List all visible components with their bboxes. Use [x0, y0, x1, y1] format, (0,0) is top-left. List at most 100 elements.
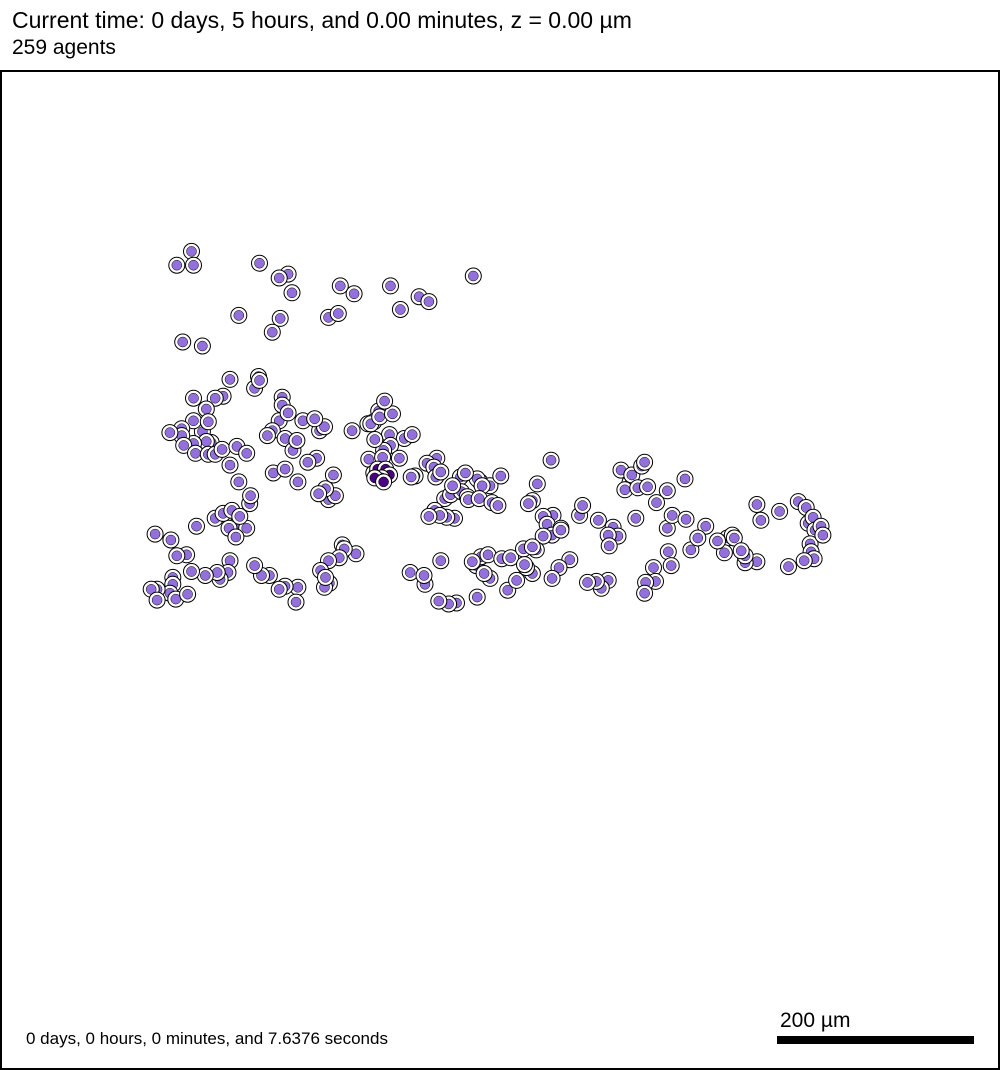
cell-nucleus [603, 540, 615, 552]
cell-nucleus [577, 500, 588, 511]
cell-agent [221, 456, 239, 474]
cell-nucleus [245, 490, 256, 501]
cell-agent [251, 371, 268, 389]
cell-nucleus [203, 416, 214, 428]
cell-agent [516, 556, 533, 574]
cell-nucleus [171, 259, 183, 271]
cell-nucleus [719, 547, 730, 559]
cell-agent [287, 593, 305, 611]
cell-agent [771, 502, 789, 520]
cell-agent [403, 426, 421, 444]
cell-nucleus [729, 532, 740, 544]
cell-agent [230, 473, 248, 491]
cell-nucleus [233, 310, 245, 321]
cell-nucleus [523, 498, 534, 509]
cell-nucleus [273, 272, 285, 284]
cell-agent [263, 323, 281, 341]
cell-nucleus [282, 407, 294, 419]
cell-nucleus [323, 555, 334, 566]
cell-nucleus [333, 308, 344, 319]
cell-agent [329, 305, 347, 322]
cell-nucleus [313, 488, 324, 499]
cell-nucleus [290, 596, 302, 608]
cell-agent [732, 542, 750, 560]
cell-agent [283, 284, 301, 302]
cell-nucleus [666, 510, 678, 521]
cell-agent [444, 477, 462, 495]
cell-agent [552, 521, 570, 539]
cell-nucleus [197, 340, 208, 352]
cell-nucleus [216, 444, 228, 455]
cell-nucleus [186, 246, 197, 257]
cell-agent [246, 557, 264, 575]
cell-agent [658, 482, 676, 500]
cell-nucleus [302, 456, 314, 468]
cell-nucleus [619, 484, 631, 496]
cell-nucleus [564, 554, 576, 565]
cell-nucleus [149, 528, 161, 540]
cell-agent [658, 519, 676, 537]
cell-agent [479, 546, 497, 564]
cell-nucleus [151, 594, 163, 606]
cell-agent [432, 463, 450, 481]
cell-nucleus [527, 541, 538, 553]
cell-agent [639, 478, 657, 496]
cell-nucleus [473, 493, 485, 504]
cell-nucleus [519, 559, 530, 570]
cells-layer [142, 242, 832, 613]
cell-agent [310, 485, 328, 503]
cell-agent [271, 309, 289, 327]
cell-nucleus [188, 415, 199, 427]
cell-nucleus [492, 500, 504, 511]
cell-nucleus [582, 577, 593, 588]
cell-nucleus [692, 532, 704, 544]
cell-agent [589, 511, 607, 529]
cell-nucleus [279, 463, 291, 475]
cell-agent [376, 392, 394, 410]
cell-agent [780, 558, 797, 576]
cell-agent [464, 267, 482, 285]
cell-agent [148, 591, 166, 609]
cell-nucleus [385, 280, 396, 292]
cell-agent [289, 578, 307, 596]
cell-agent [208, 564, 226, 581]
cell-agent [174, 333, 192, 351]
cell-nucleus [165, 534, 177, 546]
cell-agent [616, 481, 634, 499]
cell-nucleus [379, 395, 390, 407]
cell-agent [697, 517, 715, 535]
cell-agent [420, 293, 438, 311]
cell-nucleus [395, 304, 406, 315]
cell-nucleus [642, 481, 653, 493]
cell-agent [306, 410, 324, 428]
cell-agent [221, 370, 239, 388]
cell-agent [579, 573, 596, 591]
cell-agent [317, 568, 334, 586]
cell-nucleus [712, 535, 723, 547]
cell-nucleus [190, 448, 201, 459]
cell-agent [188, 517, 205, 535]
cell-nucleus [447, 480, 458, 492]
cell-nucleus [648, 562, 659, 573]
cell-nucleus [241, 522, 252, 534]
cell-nucleus [394, 452, 405, 464]
cell-agent [168, 256, 186, 274]
cell-nucleus [662, 522, 673, 534]
cell-agent [185, 389, 202, 407]
cell-nucleus [171, 550, 183, 562]
cell-nucleus [178, 440, 189, 451]
cell-agent [146, 525, 164, 543]
cell-agent [185, 256, 202, 274]
cell-nucleus [755, 515, 767, 526]
cell-agent [659, 543, 677, 561]
cell-nucleus [798, 555, 810, 566]
cell-nucleus [177, 336, 188, 348]
cell-agent [636, 453, 654, 471]
cell-agent [197, 400, 215, 418]
cell-nucleus [209, 392, 221, 404]
cell-agent [270, 580, 288, 598]
scale-bar [777, 1036, 974, 1044]
cell-nucleus [274, 313, 286, 324]
cell-agent [230, 306, 248, 324]
cell-agent [345, 285, 363, 303]
